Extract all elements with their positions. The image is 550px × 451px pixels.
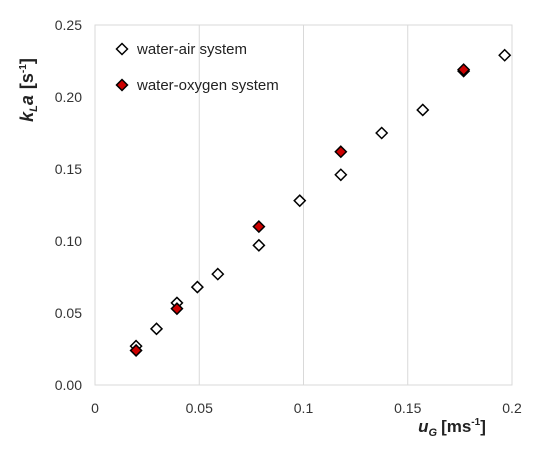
y-axis-symbol-2: a: [17, 95, 37, 105]
y-axis-unit-close: ]: [17, 58, 37, 64]
x-tick-label: 0.1: [294, 400, 314, 416]
legend-label-water-oxygen: water-oxygen system: [136, 77, 279, 94]
data-point: [375, 126, 389, 140]
legend-marker-water-oxygen: [115, 78, 129, 92]
x-axis-unit: [ms: [441, 417, 471, 436]
data-point: [416, 103, 430, 117]
data-point: [457, 63, 471, 77]
y-tick-label: 0.05: [55, 305, 82, 321]
data-point: [252, 238, 266, 252]
data-points: [129, 48, 512, 358]
tick-labels: 0 0.05 0.1 0.15 0.2 0.00 0.05 0.10 0.15 0.20 0.25: [55, 17, 522, 416]
x-tick-label: 0: [91, 400, 99, 416]
x-axis-symbol-sub: G: [429, 427, 438, 439]
data-point: [498, 48, 512, 62]
data-point: [211, 267, 225, 281]
x-axis-unit-sup: -1: [471, 417, 480, 428]
x-tick-label: 0.15: [394, 400, 421, 416]
y-tick-label: 0.25: [55, 17, 82, 33]
y-axis-symbol-sub: L: [28, 105, 40, 112]
data-point: [293, 194, 307, 208]
data-point: [170, 302, 184, 316]
legend-marker-water-air: [115, 42, 129, 56]
legend-item-water-oxygen: water-oxygen system: [115, 77, 279, 94]
y-axis-symbol: k: [17, 111, 37, 122]
y-tick-label: 0.15: [55, 161, 82, 177]
y-tick-label: 0.10: [55, 233, 82, 249]
y-axis-unit: [s: [17, 73, 37, 89]
legend-label-water-air: water-air system: [136, 41, 247, 58]
y-tick-label: 0.00: [55, 377, 82, 393]
legend: water-air system water-oxygen system: [115, 41, 279, 94]
x-axis-title: uG [ms-1]: [418, 417, 486, 439]
grid: [198, 25, 409, 385]
series-0: [129, 48, 512, 353]
data-point: [190, 280, 204, 294]
data-point: [334, 145, 348, 159]
series-1: [129, 63, 471, 358]
x-tick-label: 0.05: [186, 400, 213, 416]
x-axis-symbol: u: [418, 417, 429, 436]
y-tick-label: 0.20: [55, 89, 82, 105]
y-axis-unit-sup: -1: [18, 64, 29, 73]
x-axis-unit-close: ]: [480, 417, 486, 436]
plot-area: [94, 24, 513, 386]
y-axis-title: kLa [s-1]: [17, 58, 40, 122]
data-point: [252, 220, 266, 234]
legend-item-water-air: water-air system: [115, 41, 247, 58]
data-point: [129, 343, 143, 358]
x-tick-label: 0.2: [502, 400, 522, 416]
data-point: [334, 168, 348, 182]
data-point: [149, 322, 164, 336]
